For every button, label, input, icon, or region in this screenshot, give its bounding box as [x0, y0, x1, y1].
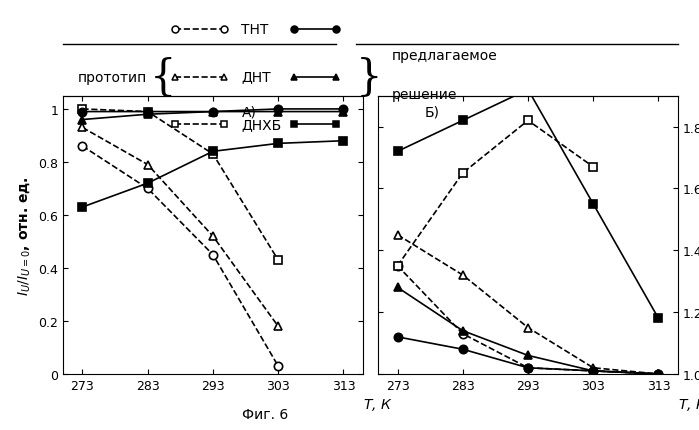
Text: предлагаемое: предлагаемое: [391, 49, 497, 63]
Text: ДНТ: ДНТ: [241, 71, 271, 84]
Text: {: {: [150, 56, 177, 98]
Y-axis label: $I_U/I_{U=0}$, отн. ед.: $I_U/I_{U=0}$, отн. ед.: [17, 175, 32, 295]
Text: А): А): [242, 105, 257, 119]
Text: }: }: [356, 56, 382, 98]
X-axis label: $T$, К: $T$, К: [678, 396, 699, 412]
Text: решение: решение: [391, 88, 457, 101]
Text: прототип: прототип: [78, 71, 147, 84]
Text: Б): Б): [424, 105, 440, 119]
Text: ТНТ: ТНТ: [241, 23, 268, 37]
Text: Фиг. 6: Фиг. 6: [243, 408, 289, 421]
Text: ДНХБ: ДНХБ: [241, 118, 282, 132]
X-axis label: $T$, К: $T$, К: [363, 396, 393, 412]
